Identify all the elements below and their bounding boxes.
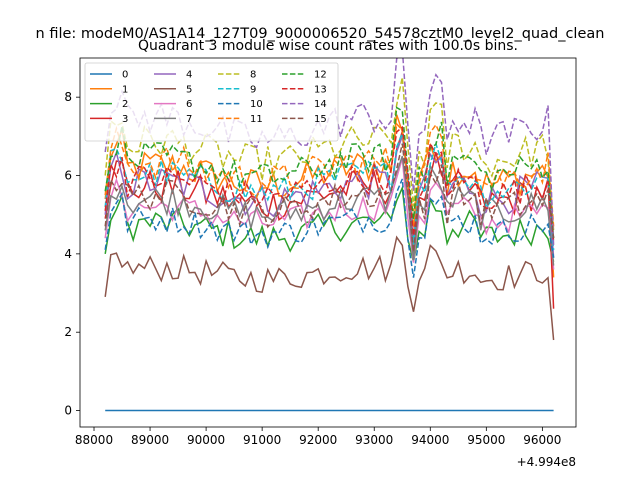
series-line-3	[104, 131, 555, 309]
series-line-10	[104, 178, 555, 278]
x-tick-label: 94000	[411, 433, 449, 447]
x-tick-label: 89000	[131, 433, 169, 447]
legend-label-5: 5	[186, 84, 192, 95]
legend-label-0: 0	[122, 70, 128, 81]
series-line-4	[104, 135, 555, 258]
x-axis: 88000 89000 90000 91000 92000 93000 94000 95000…	[75, 427, 561, 447]
y-tick-label: 2	[64, 325, 72, 339]
x-tick-label: 93000	[355, 433, 393, 447]
series-line-11	[104, 122, 555, 227]
legend-label-9: 9	[250, 84, 256, 95]
x-tick-label: 95000	[467, 433, 505, 447]
legend-label-12: 12	[314, 70, 327, 81]
legend-label-4: 4	[186, 70, 192, 81]
legend-label-7: 7	[186, 114, 192, 125]
legend-label-10: 10	[250, 99, 263, 110]
x-tick-label: 90000	[187, 433, 225, 447]
axes-frame	[79, 57, 577, 428]
series-line-12	[104, 106, 555, 239]
series-line-15	[104, 143, 555, 252]
series-line-5	[104, 235, 555, 341]
x-tick-label: 91000	[243, 433, 281, 447]
legend-label-8: 8	[250, 70, 256, 81]
legend-label-3: 3	[122, 114, 128, 125]
x-offset-label: +4.994e8	[517, 455, 576, 469]
legend-label-1: 1	[122, 84, 128, 95]
legend-label-13: 13	[314, 84, 327, 95]
y-tick-label: 4	[64, 247, 72, 261]
y-tick-label: 8	[64, 90, 72, 104]
y-axis: 0 2 4 6 8	[64, 90, 80, 418]
x-tick-label: 92000	[299, 433, 337, 447]
plot-area: 88000 89000 90000 91000 92000 93000 94000 95000…	[64, 57, 577, 469]
series-line-9	[104, 133, 555, 250]
figure-suptitle: n file: modeM0/AS1A14_127T09_9000006520_…	[36, 26, 605, 42]
legend-label-14: 14	[314, 99, 327, 110]
legend-label-11: 11	[250, 114, 263, 125]
y-tick-label: 6	[64, 169, 72, 183]
legend-label-15: 15	[314, 114, 327, 125]
legend-label-2: 2	[122, 99, 128, 110]
x-tick-label: 88000	[75, 433, 113, 447]
legend-box	[84, 62, 339, 142]
legend-label-6: 6	[186, 99, 192, 110]
y-tick-label: 0	[64, 404, 72, 418]
series-line-13	[104, 125, 555, 243]
x-tick-label: 96000	[523, 433, 561, 447]
chart-title: Quadrant 3 module wise count rates with …	[138, 38, 518, 54]
